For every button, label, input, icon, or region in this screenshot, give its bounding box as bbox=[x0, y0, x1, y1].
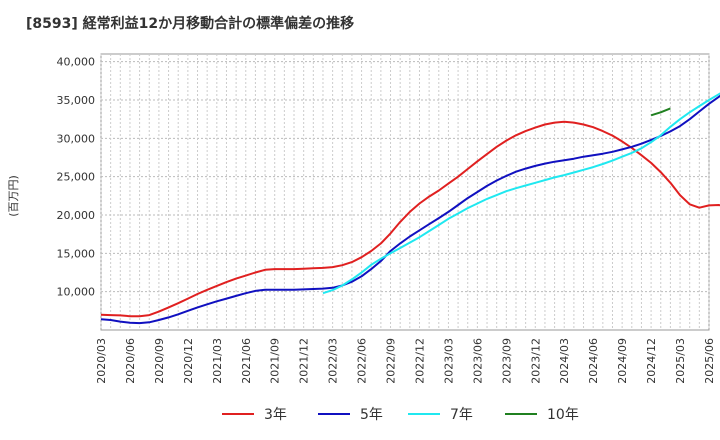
y-tick-labels: 10,000 15,000 20,000 25,000 30,000 35,000 40,0… bbox=[57, 56, 96, 299]
x-tick-label: 2021/03 bbox=[211, 338, 224, 384]
x-tick-label: 2020/12 bbox=[182, 338, 195, 384]
y-tick-label: 25,000 bbox=[57, 171, 96, 184]
x-tick-labels: 2020/03 2020/06 2020/09 2020/12 2021/03 2021/… bbox=[95, 338, 716, 384]
x-tick-label: 2024/03 bbox=[558, 338, 571, 384]
legend: 3年 5年 7年 10年 bbox=[222, 407, 579, 423]
x-tick-label: 2023/03 bbox=[442, 338, 455, 384]
y-tick-label: 35,000 bbox=[57, 94, 96, 107]
grid bbox=[100, 54, 710, 330]
x-tick-label: 2020/09 bbox=[153, 338, 166, 384]
y-tick-label: 20,000 bbox=[57, 209, 96, 222]
x-tick-label: 2023/12 bbox=[529, 338, 542, 384]
series-line-7年 bbox=[322, 92, 720, 295]
x-tick-label: 2021/12 bbox=[298, 338, 311, 384]
x-tick-label: 2022/12 bbox=[413, 338, 426, 384]
series-line-5年 bbox=[100, 94, 720, 325]
x-tick-label: 2024/09 bbox=[616, 338, 629, 384]
x-tick-label: 2024/06 bbox=[587, 338, 600, 384]
x-tick-label: 2020/06 bbox=[124, 338, 137, 384]
y-tick-label: 40,000 bbox=[57, 56, 96, 69]
x-tick-label: 2024/12 bbox=[645, 338, 658, 384]
legend-label: 7年 bbox=[450, 407, 473, 423]
x-tick-label: 2025/06 bbox=[703, 338, 716, 384]
x-tick-label: 2023/09 bbox=[500, 338, 513, 384]
x-tick-label: 2020/03 bbox=[95, 338, 108, 384]
legend-label: 10年 bbox=[547, 407, 579, 423]
x-tick-label: 2023/06 bbox=[471, 338, 484, 384]
legend-label: 3年 bbox=[264, 407, 287, 423]
y-tick-label: 15,000 bbox=[57, 247, 96, 260]
y-tick-label: 30,000 bbox=[57, 132, 96, 145]
chart-title: [8593] 経常利益12か月移動合計の標準偏差の推移 bbox=[26, 15, 354, 32]
x-tick-label: 2021/09 bbox=[269, 338, 282, 384]
x-tick-label: 2022/09 bbox=[385, 338, 398, 384]
y-tick-label: 10,000 bbox=[57, 286, 96, 299]
plot-area bbox=[100, 53, 710, 331]
x-tick-label: 2022/03 bbox=[327, 338, 340, 384]
legend-label: 5年 bbox=[360, 407, 383, 423]
series-line-10年 bbox=[650, 107, 671, 117]
series-line-3年 bbox=[100, 120, 720, 318]
x-tick-label: 2022/06 bbox=[356, 338, 369, 384]
series-lines bbox=[100, 92, 720, 325]
x-tick-label: 2021/06 bbox=[240, 338, 253, 384]
x-tick-label: 2025/03 bbox=[674, 338, 687, 384]
y-axis-label: (百万円) bbox=[7, 175, 20, 217]
